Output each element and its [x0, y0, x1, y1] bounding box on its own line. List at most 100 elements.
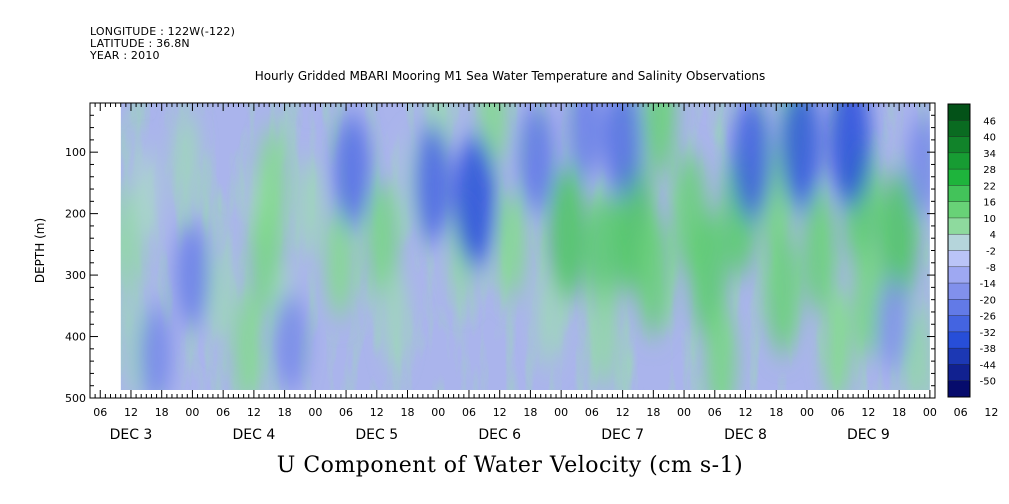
colorbar-segment: [948, 266, 970, 284]
x-tick-label: 06: [585, 406, 599, 419]
x-tick-label: 12: [861, 406, 875, 419]
colorbar-segment: [948, 152, 970, 170]
heatmap-region: [535, 269, 562, 368]
colorbar-label: -2: [986, 247, 996, 258]
heatmap-region: [366, 180, 399, 297]
heatmap-region: [876, 277, 910, 372]
heatmap-region: [903, 302, 930, 391]
colorbar-segment: [948, 201, 970, 219]
y-axis: 100 200 300 400 500: [65, 114, 935, 405]
x-tick-label: 00: [554, 406, 568, 419]
colorbar-label: -38: [980, 344, 996, 355]
heatmap-region: [518, 104, 555, 213]
heatmap-region: [273, 293, 308, 391]
heatmap-region: [765, 232, 800, 355]
x-tick-label: 06: [339, 406, 353, 419]
heatmap-region: [642, 103, 677, 177]
x-day-label: DEC 6: [478, 427, 521, 443]
x-tick-label: 12: [739, 406, 753, 419]
y-tick-label: 500: [65, 392, 86, 405]
y-tick-label: 300: [65, 269, 86, 282]
x-day-label: DEC 4: [232, 427, 275, 443]
x-tick-label: 18: [401, 406, 415, 419]
heatmap-region: [731, 103, 772, 220]
colorbar-segment: [948, 364, 970, 382]
heatmap-region: [880, 171, 919, 306]
x-tick-label: 18: [155, 406, 169, 419]
heatmap-region: [586, 192, 623, 321]
colorbar-label: -32: [980, 328, 996, 339]
colorbar-label: 46: [983, 116, 996, 127]
colorbar-segment: [948, 185, 970, 203]
colorbar-segment: [948, 380, 970, 398]
heatmap-region: [802, 189, 837, 312]
heatmap-region: [822, 293, 853, 391]
colorbar-label: -8: [986, 263, 996, 274]
heatmap-region: [324, 207, 355, 318]
heatmap-region: [133, 149, 158, 242]
heatmap-region: [296, 158, 323, 257]
x-tick-label: 12: [370, 406, 384, 419]
x-axis-label: U Component of Water Velocity (cm s-1): [276, 453, 744, 478]
heatmap-region: [568, 103, 604, 180]
colorbar-label: -20: [980, 295, 996, 306]
heatmap-region: [206, 244, 233, 343]
heatmap-region: [906, 115, 930, 214]
colorbar-segment: [948, 234, 970, 251]
x-tick-label: 18: [278, 406, 292, 419]
colorbar-segment: [948, 299, 970, 317]
longitude-label: LONGITUDE : 122W(-122): [90, 25, 236, 38]
x-tick-label: 06: [462, 406, 476, 419]
x-tick-label: 12: [616, 406, 630, 419]
colorbar-segment: [948, 120, 970, 138]
x-day-label: DEC 5: [355, 427, 398, 443]
x-day-label: DEC 8: [724, 427, 767, 443]
heatmap-region: [257, 127, 288, 238]
colorbar-label: 16: [983, 198, 996, 209]
colorbar-segment: [948, 169, 970, 186]
x-tick-label: 06: [708, 406, 722, 419]
x-tick-label: 00: [431, 406, 445, 419]
heatmap-region: [636, 214, 671, 337]
x-day-label: DEC 9: [847, 427, 890, 443]
x-tick-label: 00: [677, 406, 691, 419]
x-tick-label: 12: [247, 406, 261, 419]
x-tick-label: 12: [124, 406, 138, 419]
heatmap-regions: [120, 103, 930, 391]
heatmap-region: [604, 103, 642, 197]
heatmap-region: [828, 103, 871, 206]
colorbar-segment: [948, 283, 970, 300]
heatmap-region: [138, 305, 173, 391]
heatmap-region: [780, 103, 822, 210]
y-tick-label: 100: [65, 146, 86, 159]
colorbar-segment: [948, 348, 970, 365]
x-tick-label: 06: [216, 406, 230, 419]
x-tick-label: 06: [93, 406, 107, 419]
x-tick-label: 18: [769, 406, 783, 419]
colorbar-label: 22: [983, 181, 996, 192]
x-tick-label: 06: [831, 406, 845, 419]
colorbar: 46 40 34 28 22 16 10 4 -2 -8 -14 -20 -26 -32 -38 -44 -50: [947, 103, 996, 398]
heatmap-region: [232, 293, 263, 391]
heatmap-region: [852, 241, 885, 358]
x-tick-label: 12: [984, 406, 998, 419]
heatmap-region: [412, 124, 452, 242]
heatmap-region: [175, 223, 210, 327]
heatmap-region: [496, 189, 527, 300]
heatmap-region: [454, 135, 497, 268]
colorbar-label: 34: [983, 149, 996, 160]
x-tick-label: 12: [493, 406, 507, 419]
heatmap-region: [590, 284, 619, 389]
colorbar-label: -44: [980, 360, 996, 371]
heatmap-region: [333, 114, 371, 228]
heatmap-region: [704, 303, 737, 391]
heatmap-region: [548, 165, 587, 300]
latitude-label: LATITUDE : 36.8N: [90, 37, 190, 50]
colorbar-segment: [948, 331, 970, 349]
colorbar-segment: [948, 136, 970, 154]
year-label: YEAR : 2010: [90, 49, 160, 62]
colorbar-segment: [948, 315, 970, 333]
y-tick-label: 400: [65, 331, 86, 344]
y-axis-label: DEPTH (m): [33, 218, 47, 283]
